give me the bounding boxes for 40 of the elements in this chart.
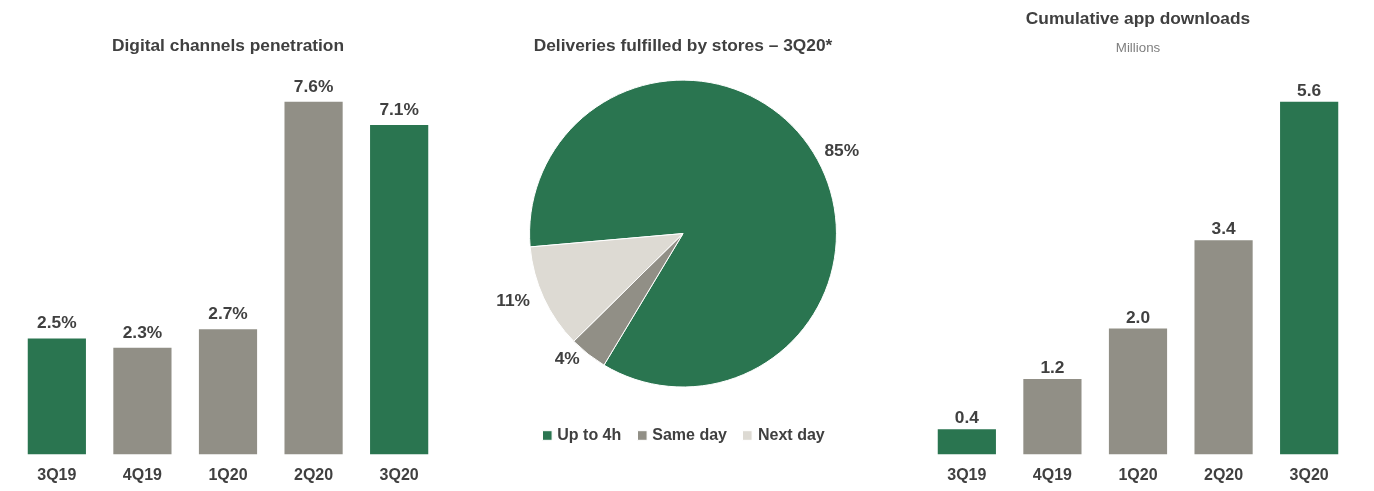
bar — [937, 429, 996, 455]
chart-title: Deliveries fulfilled by stores – 3Q20* — [533, 34, 833, 55]
data-label: 0.4 — [954, 407, 980, 428]
data-label: 11% — [496, 289, 530, 310]
data-label: 3.4 — [1211, 218, 1236, 239]
data-label: 2.0 — [1125, 306, 1151, 327]
x-tick-label: 2Q20 — [1204, 465, 1244, 483]
data-label: 2.3% — [122, 321, 163, 342]
chart-subtitle: Millions — [1115, 39, 1161, 55]
bar — [198, 329, 258, 455]
data-label: 85% — [824, 139, 860, 160]
x-tick-label: 4Q19 — [1032, 465, 1073, 483]
bar — [370, 125, 429, 455]
bar — [1108, 328, 1168, 455]
x-tick-label: 3Q20 — [1289, 465, 1329, 483]
x-tick-label: 3Q19 — [947, 465, 987, 483]
data-label: 7.1% — [379, 99, 419, 120]
bar — [1194, 240, 1253, 455]
x-tick-label: 2Q20 — [294, 465, 334, 483]
bar — [1280, 101, 1339, 455]
x-tick-label: 1Q20 — [1118, 465, 1158, 483]
chart-title: Digital channels penetration — [111, 34, 345, 55]
bar — [113, 347, 172, 455]
x-tick-label: 4Q19 — [122, 465, 163, 483]
legend-label: Next day — [758, 426, 825, 444]
data-label: 7.6% — [293, 75, 334, 96]
data-label: 2.7% — [208, 303, 248, 324]
data-label: 5.6 — [1297, 79, 1322, 100]
x-tick-label: 3Q20 — [379, 465, 419, 483]
bar — [284, 101, 343, 455]
x-tick-label: 3Q19 — [37, 465, 77, 483]
legend-label: Same day — [652, 426, 728, 444]
data-label: 2.5% — [37, 312, 77, 333]
legend-label: Up to 4h — [557, 426, 622, 444]
x-tick-label: 1Q20 — [208, 465, 248, 483]
bar — [27, 338, 86, 455]
chart-title: Cumulative app downloads — [1025, 7, 1251, 28]
data-label: 1.2 — [1040, 356, 1065, 377]
data-label: 4% — [554, 347, 580, 368]
bar — [1023, 378, 1082, 455]
